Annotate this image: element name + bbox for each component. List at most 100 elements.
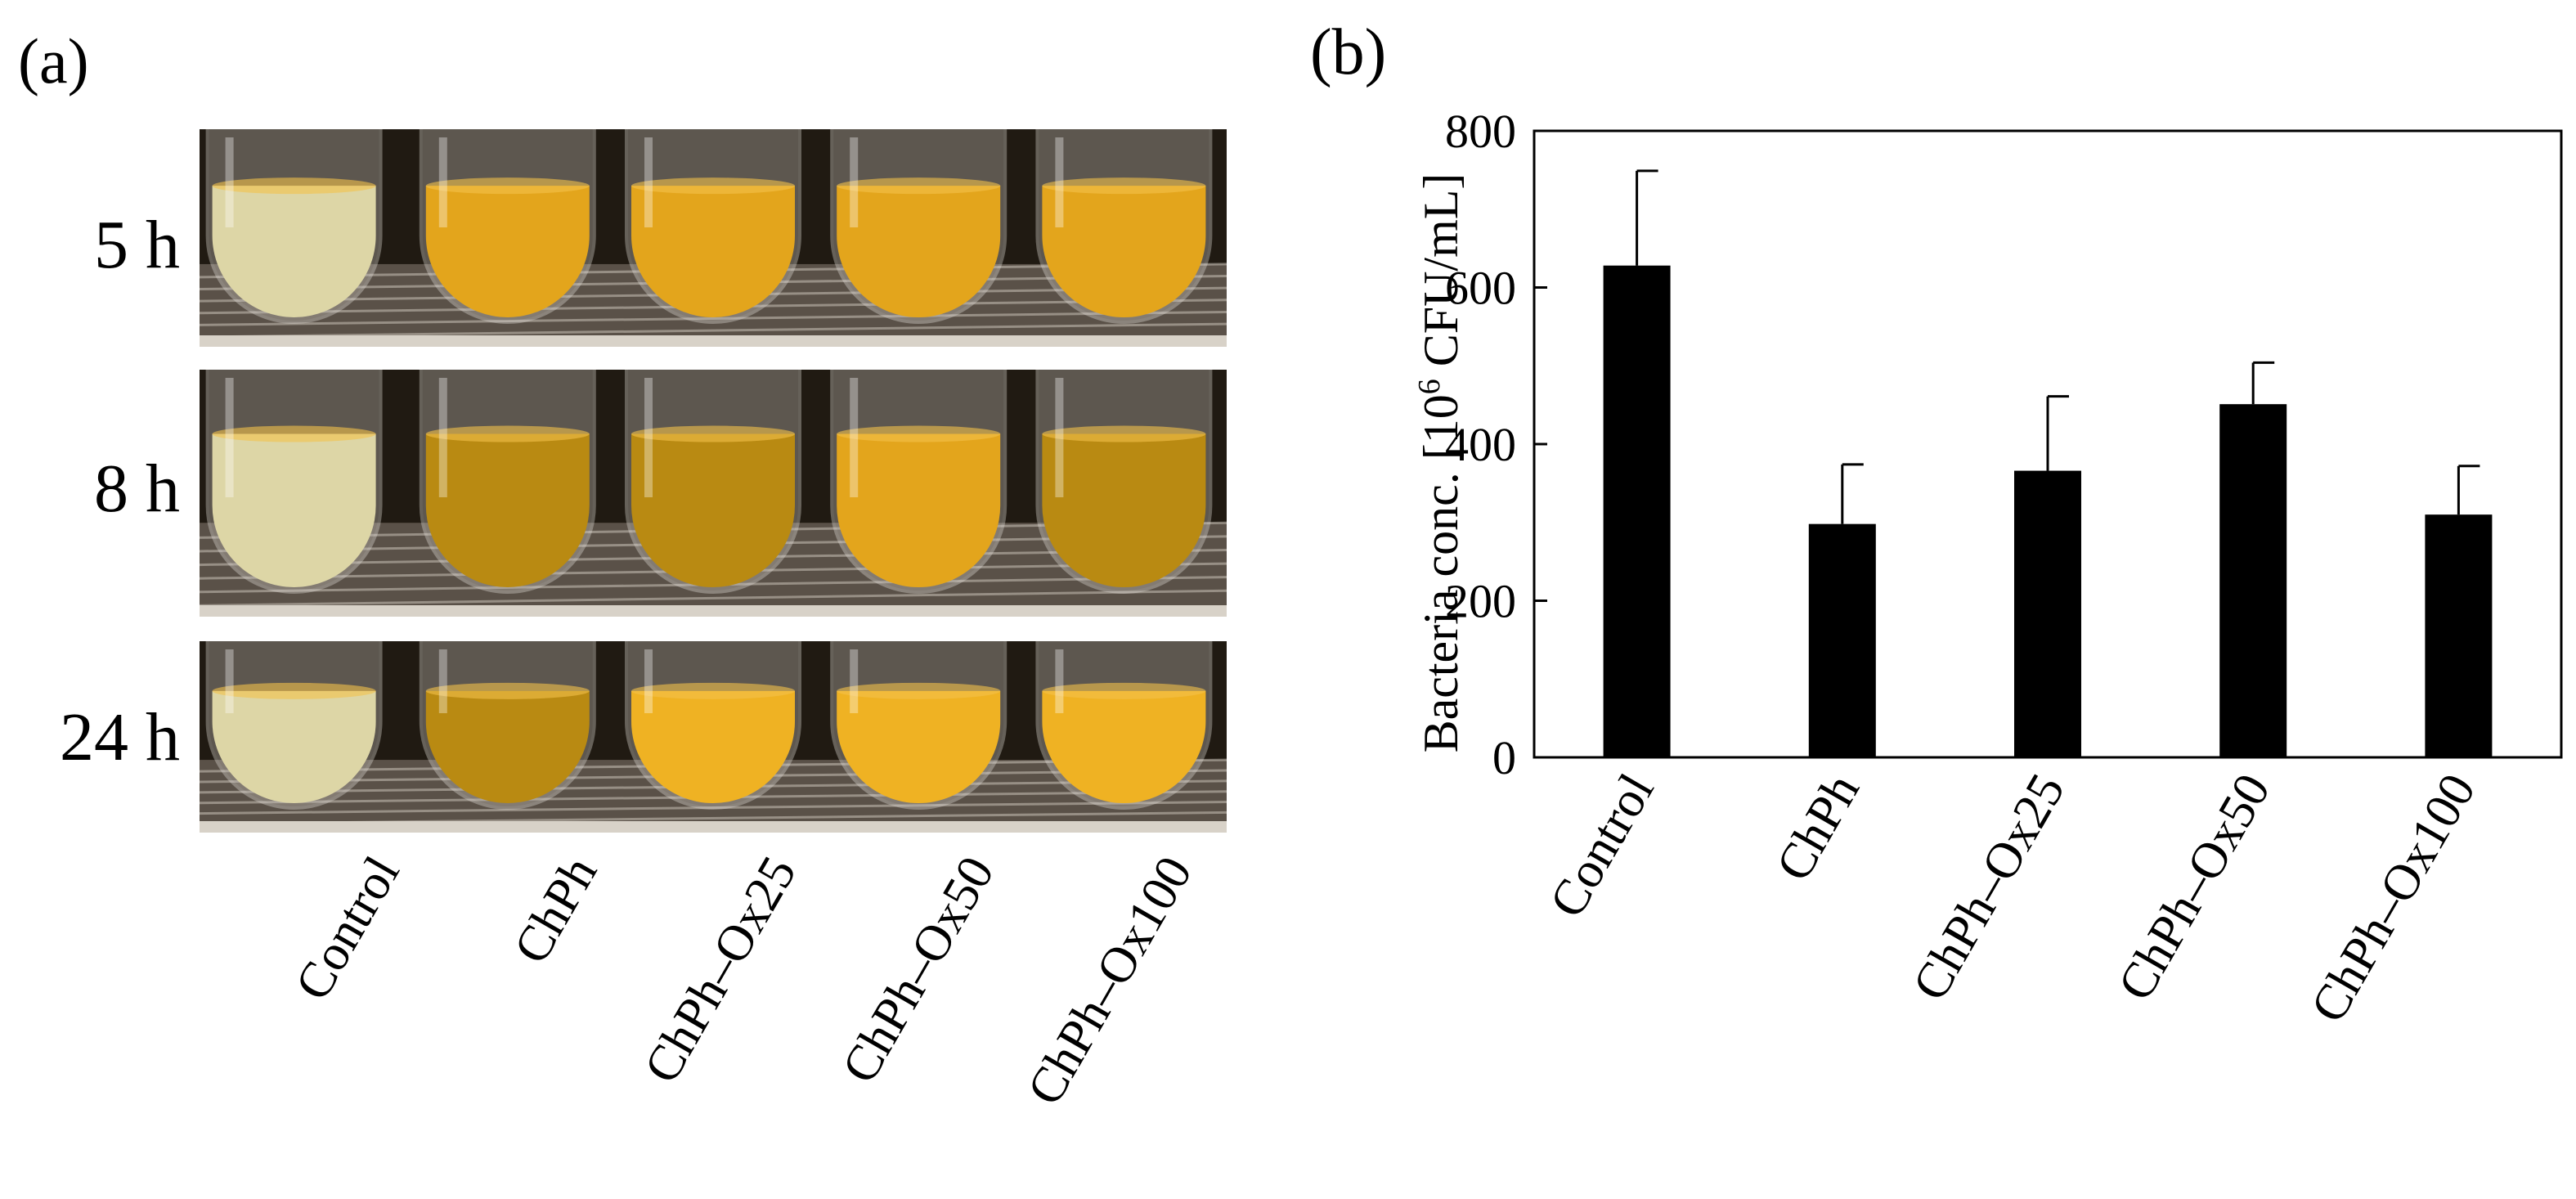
liquid-meniscus	[1042, 425, 1206, 442]
photo-row-8h	[200, 370, 1227, 617]
x-tick-label: ChPh	[1766, 765, 1870, 890]
time-label-24h: 24 h	[60, 699, 180, 775]
rack-edge	[200, 335, 1227, 347]
y-tick-label: 800	[1445, 105, 1516, 158]
glass-highlight	[644, 649, 653, 713]
glass-highlight	[225, 137, 234, 227]
x-tick-label: ChPh–Ox25	[1902, 765, 2076, 1010]
photo-row-5h	[200, 129, 1227, 347]
liquid-meniscus	[631, 177, 795, 195]
tube-liquid	[631, 433, 795, 587]
glass-highlight	[644, 378, 653, 497]
tube	[1035, 370, 1213, 594]
liquid-meniscus	[212, 425, 376, 442]
tube-row-image-8h	[200, 370, 1227, 617]
tube-liquid	[631, 186, 795, 317]
glass-highlight	[225, 649, 234, 713]
rack-wire	[200, 589, 1227, 607]
rack-wire	[200, 310, 1227, 326]
tube-liquid	[212, 690, 376, 803]
liquid-meniscus	[425, 177, 590, 195]
rack-edge	[200, 605, 1227, 617]
glass-highlight	[1055, 378, 1064, 497]
tube-liquid	[837, 186, 1001, 317]
x-tick-label: ChPh–Ox50	[2107, 765, 2281, 1010]
x-tick-label: Control	[1539, 765, 1665, 927]
liquid-meniscus	[212, 177, 376, 195]
liquid-meniscus	[837, 682, 1001, 699]
glass-highlight	[644, 137, 653, 227]
tube-liquid	[631, 690, 795, 803]
glass-highlight	[438, 137, 447, 227]
liquid-meniscus	[837, 425, 1001, 442]
liquid-meniscus	[425, 682, 590, 699]
tube	[205, 129, 383, 324]
x-tick-label: ChPh–Ox100	[2300, 765, 2487, 1031]
tube-liquid	[837, 433, 1001, 587]
y-tick-label: 200	[1445, 575, 1516, 628]
tube-row-image-5h	[200, 129, 1227, 347]
tube-liquid	[425, 433, 590, 587]
tube-label-chph-ox25: ChPh–Ox25	[634, 847, 808, 1093]
rack-wire	[200, 801, 1227, 815]
panel-b-label: (b)	[1310, 16, 1386, 88]
bar-chart: (b) Bacteria conc. [106 CFU/mL] 0 200 400 6…	[1310, 16, 2563, 1031]
tube-liquid	[1042, 690, 1206, 803]
rack-wire	[200, 322, 1227, 339]
tube	[830, 370, 1008, 594]
time-label-5h: 5 h	[94, 207, 180, 283]
glass-highlight	[225, 378, 234, 497]
tube	[419, 641, 596, 810]
liquid-meniscus	[212, 682, 376, 699]
liquid-meniscus	[1042, 177, 1206, 195]
bar	[2014, 470, 2081, 757]
tube	[830, 129, 1008, 324]
photo-panel: (a) 5 h 8 h 24 h Control ChPh ChPh–Ox25 …	[0, 0, 1276, 1199]
y-tick-label: 0	[1492, 731, 1516, 784]
bar	[1603, 265, 1671, 757]
tube	[205, 370, 383, 594]
tube-liquid	[1042, 186, 1206, 317]
y-tick-label: 600	[1445, 262, 1516, 315]
y-axis-label: Bacteria conc. [106 CFU/mL]	[1412, 173, 1468, 753]
tube	[419, 129, 596, 324]
tube-label-chph: ChPh	[503, 847, 608, 973]
time-label-8h: 8 h	[94, 451, 180, 527]
tube-liquid	[837, 690, 1001, 803]
panel-a-label: (a)	[18, 25, 89, 97]
glass-highlight	[850, 649, 859, 713]
tube-liquid	[425, 186, 590, 317]
tube-row-image-24h	[200, 641, 1227, 833]
tube	[419, 370, 596, 594]
glass-highlight	[850, 137, 859, 227]
bar	[2425, 514, 2493, 757]
glass-highlight	[438, 378, 447, 497]
glass-highlight	[1055, 137, 1064, 227]
tube	[625, 641, 801, 810]
tube	[625, 129, 801, 324]
bar	[2219, 404, 2287, 757]
tube	[625, 370, 801, 594]
tube-liquid	[425, 690, 590, 803]
tube-label-chph-ox50: ChPh–Ox50	[832, 847, 1006, 1093]
photo-row-24h	[200, 641, 1227, 833]
liquid-meniscus	[631, 425, 795, 442]
liquid-meniscus	[837, 177, 1001, 195]
tube-liquid	[1042, 433, 1206, 587]
liquid-meniscus	[425, 425, 590, 442]
liquid-meniscus	[1042, 682, 1206, 699]
glass-highlight	[850, 378, 859, 497]
tube-label-control: Control	[284, 847, 411, 1010]
tube-liquid	[212, 186, 376, 317]
tube	[1035, 129, 1213, 324]
tube	[1035, 641, 1213, 810]
tube-liquid	[212, 433, 376, 587]
liquid-meniscus	[631, 682, 795, 699]
tube-label-chph-ox100: ChPh–Ox100	[1016, 847, 1204, 1115]
bar	[1808, 523, 1876, 757]
rack-edge	[200, 821, 1227, 833]
y-tick-label: 400	[1445, 418, 1516, 471]
tube	[205, 641, 383, 810]
glass-highlight	[1055, 649, 1064, 713]
